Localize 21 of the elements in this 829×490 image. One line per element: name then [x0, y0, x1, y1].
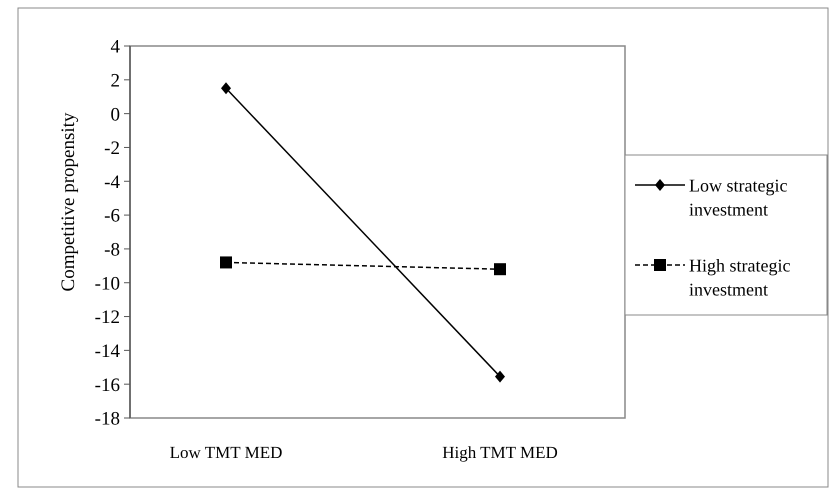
point	[221, 82, 231, 94]
y-axis-title: Competitive propensity	[58, 112, 79, 292]
y-tick-label: 0	[110, 104, 120, 126]
y-tick-label: -4	[104, 172, 120, 193]
y-tick-label: -18	[94, 408, 120, 430]
y-tick-label: -14	[94, 341, 120, 362]
y-tick-label: -2	[104, 138, 120, 160]
y-tick-label: -10	[94, 273, 120, 294]
point	[495, 370, 505, 383]
legend-label: High strategic investment	[689, 255, 790, 300]
y-tick-label: -16	[94, 374, 120, 396]
point	[494, 263, 506, 276]
x-tick-label: High TMT MED	[442, 443, 558, 462]
y-tick-label: -6	[104, 206, 120, 227]
y-tick-label: 2	[110, 70, 120, 92]
y-tick-label: -8	[104, 240, 120, 261]
x-tick-label: Low TMT MED	[170, 443, 282, 462]
point	[220, 256, 232, 268]
y-tick-label: -12	[94, 307, 120, 328]
legend-label: Low strategic investment	[689, 175, 788, 220]
y-tick-label: 4	[110, 36, 120, 58]
